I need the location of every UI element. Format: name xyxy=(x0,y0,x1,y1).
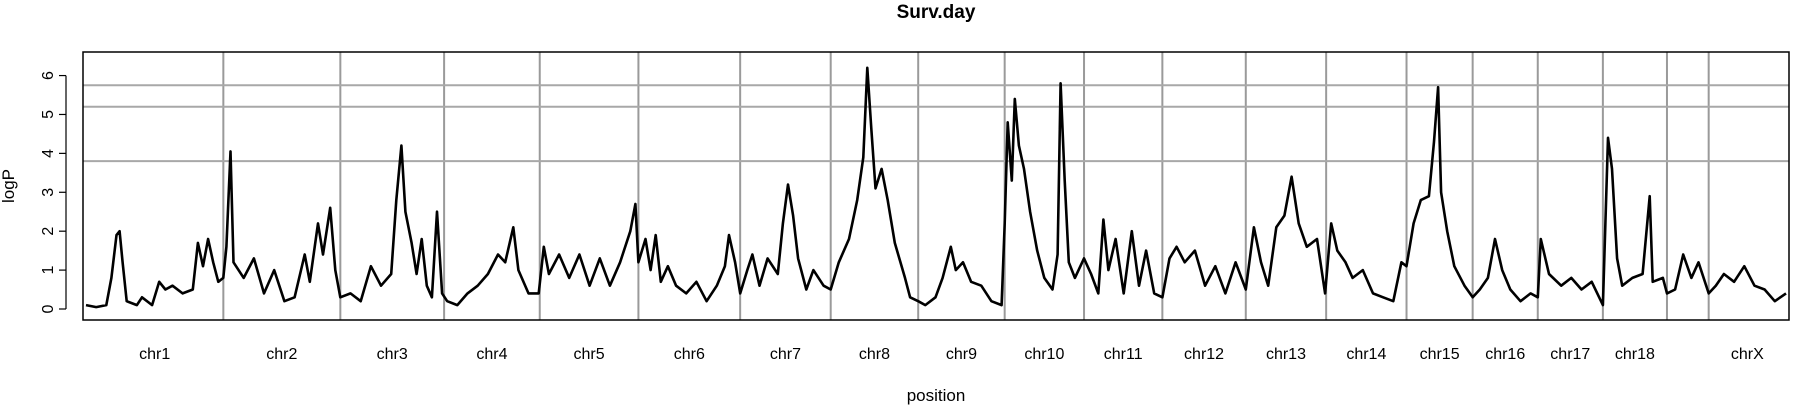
x-tick-label-chr3: chr3 xyxy=(377,346,408,363)
x-tick-label-chr14: chr14 xyxy=(1346,346,1386,363)
y-tick-label: 0 xyxy=(40,304,57,313)
x-tick-label-chr1: chr1 xyxy=(139,346,170,363)
x-tick-label-chr10: chr10 xyxy=(1024,346,1064,363)
x-tick-label-chr13: chr13 xyxy=(1266,346,1306,363)
x-tick-label-chr17: chr17 xyxy=(1550,346,1590,363)
threshold-lines xyxy=(83,84,1789,163)
x-tick-label-chr8: chr8 xyxy=(859,346,890,363)
x-tick-label-chr16: chr16 xyxy=(1485,346,1525,363)
series-line xyxy=(85,66,1787,309)
y-tick-label: 3 xyxy=(40,188,57,197)
y-axis-label: logP xyxy=(0,169,18,203)
x-tick-label-chr7: chr7 xyxy=(770,346,801,363)
x-axis-label: position xyxy=(907,386,966,405)
y-tick-label: 4 xyxy=(40,149,57,158)
x-tick-label-chr12: chr12 xyxy=(1184,346,1224,363)
x-tick-label-chr6: chr6 xyxy=(674,346,705,363)
chart-title: Surv.day xyxy=(897,2,976,23)
y-tick-label: 1 xyxy=(40,266,57,275)
x-tick-label-chr4: chr4 xyxy=(476,346,507,363)
x-tick-label-chr18: chr18 xyxy=(1615,346,1655,363)
x-tick-label-chr5: chr5 xyxy=(574,346,605,363)
x-tick-label-chr9: chr9 xyxy=(946,346,977,363)
y-tick-label: 2 xyxy=(40,227,57,236)
x-tick-label-chrX: chrX xyxy=(1731,346,1764,363)
x-tick-label-chr11: chr11 xyxy=(1104,346,1143,363)
x-tick-label-chr2: chr2 xyxy=(266,346,297,363)
y-tick-label: 6 xyxy=(40,71,57,80)
x-tick-label-chr15: chr15 xyxy=(1420,346,1460,363)
y-tick-label: 5 xyxy=(40,110,57,119)
chromosome-labels: chr1 chr2 chr3 chr4 chr5 chr6 chr7 chr8 chr9 chr1… xyxy=(139,346,1764,363)
y-axis: 0 1 2 3 4 5 6 xyxy=(40,71,67,313)
plot-frame xyxy=(82,51,1790,321)
